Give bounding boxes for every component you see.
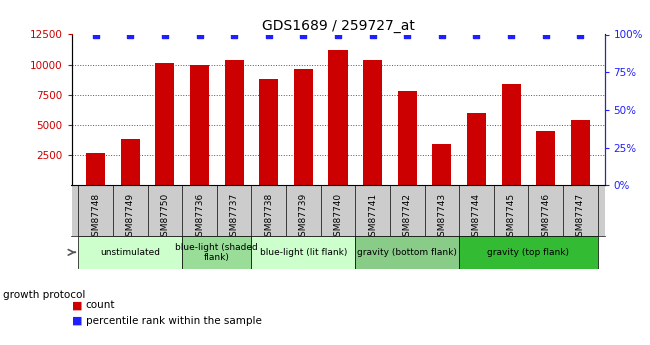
Point: [125, 32, 136, 38]
Text: GSM87750: GSM87750: [161, 193, 170, 242]
Text: GSM87738: GSM87738: [265, 193, 273, 242]
Bar: [536, 131, 555, 185]
Text: GSM87737: GSM87737: [229, 193, 239, 242]
Bar: [356, 236, 459, 269]
Bar: [398, 91, 417, 185]
Point: [229, 32, 239, 38]
Text: GSM87749: GSM87749: [126, 193, 135, 242]
Text: GSM87747: GSM87747: [576, 193, 585, 242]
Text: ■: ■: [72, 316, 82, 326]
Bar: [294, 69, 313, 185]
Bar: [571, 120, 590, 185]
Bar: [79, 236, 182, 269]
Point: [437, 32, 447, 38]
Text: GSM87741: GSM87741: [368, 193, 377, 242]
Bar: [259, 79, 278, 185]
Bar: [252, 236, 356, 269]
Bar: [155, 63, 174, 185]
Bar: [121, 139, 140, 185]
Text: GSM87744: GSM87744: [472, 193, 481, 242]
Point: [90, 32, 101, 38]
Point: [540, 32, 551, 38]
Bar: [190, 65, 209, 185]
Bar: [182, 236, 252, 269]
Bar: [225, 60, 244, 185]
Text: GSM87743: GSM87743: [437, 193, 447, 242]
Point: [160, 32, 170, 38]
Text: unstimulated: unstimulated: [100, 248, 161, 257]
Point: [333, 32, 343, 38]
Bar: [328, 50, 348, 185]
Text: GSM87745: GSM87745: [506, 193, 515, 242]
Point: [298, 32, 309, 38]
Point: [367, 32, 378, 38]
Text: percentile rank within the sample: percentile rank within the sample: [86, 316, 262, 326]
Bar: [467, 113, 486, 185]
Text: GSM87742: GSM87742: [403, 193, 411, 242]
Point: [402, 32, 412, 38]
Text: GSM87739: GSM87739: [299, 193, 308, 242]
Text: growth protocol: growth protocol: [3, 290, 86, 300]
Title: GDS1689 / 259727_at: GDS1689 / 259727_at: [261, 19, 415, 33]
Text: GSM87740: GSM87740: [333, 193, 343, 242]
Text: GSM87746: GSM87746: [541, 193, 550, 242]
Text: blue-light (shaded
flank): blue-light (shaded flank): [176, 243, 258, 262]
Text: blue-light (lit flank): blue-light (lit flank): [260, 248, 347, 257]
Point: [264, 32, 274, 38]
Text: GSM87748: GSM87748: [91, 193, 100, 242]
Text: count: count: [86, 300, 115, 310]
Bar: [459, 236, 597, 269]
Bar: [502, 84, 521, 185]
Point: [471, 32, 482, 38]
Text: ■: ■: [72, 300, 82, 310]
Bar: [432, 144, 451, 185]
Text: gravity (top flank): gravity (top flank): [488, 248, 569, 257]
Point: [575, 32, 586, 38]
Point: [194, 32, 205, 38]
Point: [506, 32, 516, 38]
Bar: [363, 60, 382, 185]
Text: GSM87736: GSM87736: [195, 193, 204, 242]
Bar: [86, 153, 105, 185]
Text: gravity (bottom flank): gravity (bottom flank): [358, 248, 457, 257]
